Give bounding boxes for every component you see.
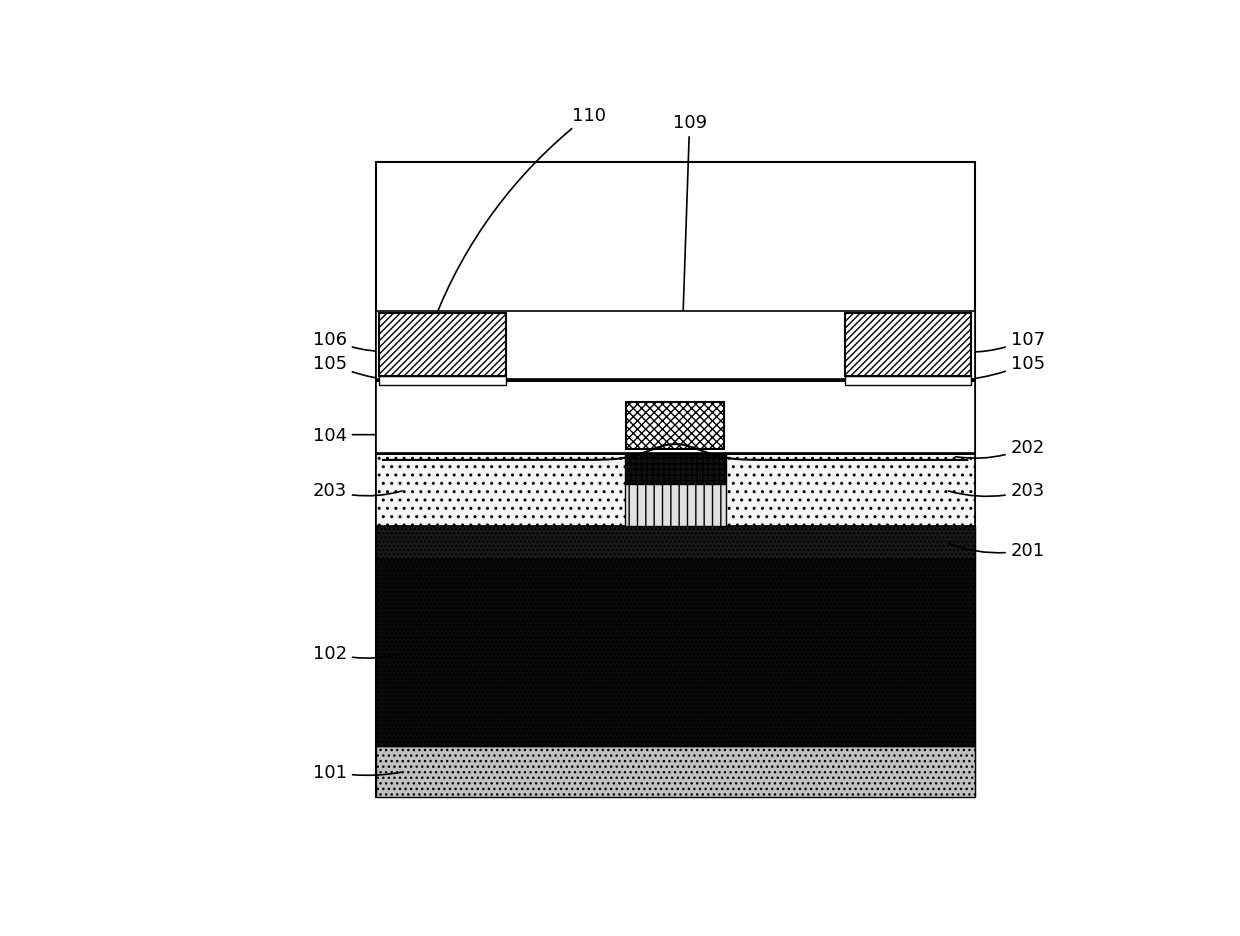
Text: 105: 105 bbox=[312, 354, 394, 381]
Text: 110: 110 bbox=[427, 107, 605, 340]
Bar bbox=[376, 452, 975, 455]
Bar bbox=[376, 747, 975, 797]
Bar bbox=[625, 485, 725, 527]
Text: 105: 105 bbox=[956, 354, 1045, 381]
Text: 109: 109 bbox=[672, 114, 707, 400]
Bar bbox=[844, 314, 971, 377]
Bar bbox=[376, 381, 975, 453]
Text: 104: 104 bbox=[312, 426, 394, 445]
Text: 203: 203 bbox=[949, 482, 1045, 500]
Bar bbox=[376, 312, 975, 380]
Text: 107: 107 bbox=[930, 330, 1045, 353]
Text: 106: 106 bbox=[312, 330, 420, 352]
Bar bbox=[379, 314, 506, 377]
Text: 203: 203 bbox=[312, 482, 402, 500]
Bar bbox=[376, 559, 975, 747]
Bar bbox=[376, 379, 975, 381]
Bar bbox=[376, 527, 975, 559]
Bar bbox=[376, 163, 975, 797]
Bar bbox=[844, 377, 971, 386]
Bar bbox=[626, 402, 724, 449]
Text: 101: 101 bbox=[312, 763, 402, 781]
Text: 202: 202 bbox=[956, 438, 1045, 459]
Text: 201: 201 bbox=[949, 541, 1045, 559]
Bar bbox=[376, 455, 975, 527]
Bar bbox=[379, 377, 506, 386]
Text: 102: 102 bbox=[312, 644, 402, 662]
Bar bbox=[625, 455, 725, 485]
